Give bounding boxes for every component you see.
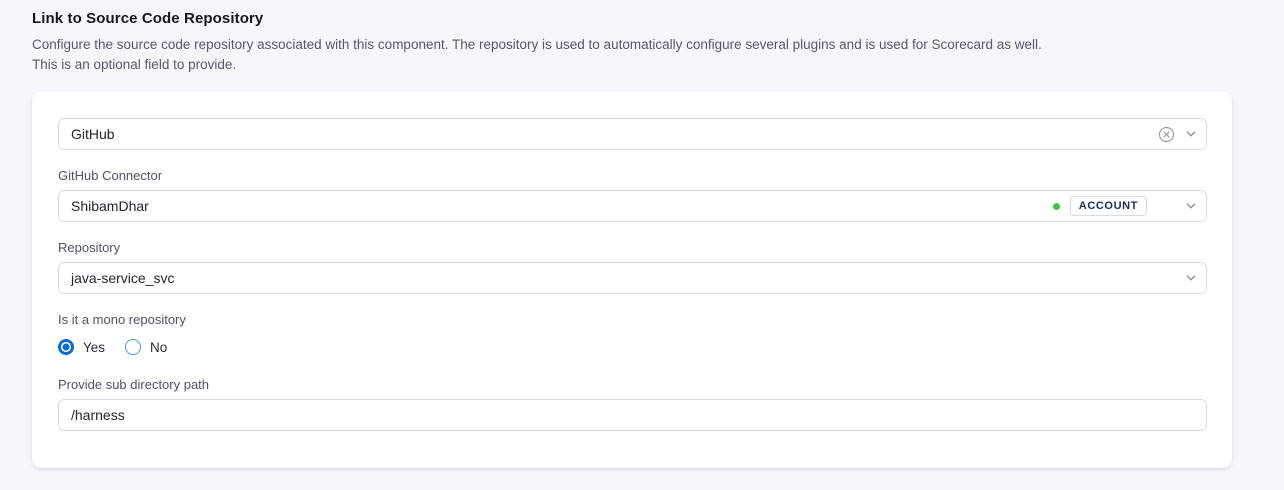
- repository-label: Repository: [58, 240, 121, 255]
- sub-directory-input[interactable]: [58, 399, 1207, 431]
- connector-adornments: ACCOUNT: [1052, 190, 1207, 222]
- page-title: Link to Source Code Repository: [32, 10, 264, 27]
- provider-select[interactable]: [58, 118, 1207, 150]
- page-description: Configure the source code repository ass…: [32, 35, 1252, 75]
- sub-directory-field[interactable]: [58, 399, 1207, 431]
- provider-select-adornments: [1158, 118, 1207, 150]
- mono-repo-radio-group: Yes No: [58, 339, 1206, 355]
- radio-yes-label: Yes: [83, 339, 106, 355]
- connector-input[interactable]: [58, 190, 1207, 222]
- radio-option-yes[interactable]: Yes: [58, 339, 105, 355]
- page-description-line1: Configure the source code repository ass…: [32, 37, 1042, 52]
- radio-unselected-icon[interactable]: [125, 339, 142, 355]
- repository-field[interactable]: [58, 262, 1207, 294]
- repository-input[interactable]: [58, 262, 1207, 294]
- mono-repo-label: Is it a mono repository: [58, 312, 186, 327]
- connector-label: GitHub Connector: [58, 168, 163, 183]
- page-description-line2: This is an optional field to provide.: [32, 57, 237, 72]
- radio-selected-icon[interactable]: [58, 339, 74, 355]
- radio-option-no[interactable]: No: [125, 339, 167, 355]
- connector-status-dot: [1052, 202, 1060, 210]
- clear-selection-icon[interactable]: [1158, 126, 1175, 143]
- provider-select-input[interactable]: [58, 118, 1207, 150]
- sub-directory-label: Provide sub directory path: [58, 377, 210, 392]
- radio-no-label: No: [150, 339, 168, 355]
- repository-adornments: [1185, 262, 1207, 294]
- connector-scope-badge: ACCOUNT: [1069, 196, 1147, 216]
- repository-form-card: GitHub Connector ACCOUNT Repository: [32, 91, 1232, 468]
- chevron-down-icon[interactable]: [1185, 128, 1197, 140]
- chevron-down-icon[interactable]: [1185, 200, 1197, 212]
- chevron-down-icon[interactable]: [1185, 272, 1197, 284]
- link-source-code-page: Link to Source Code Repository Configure…: [32, 10, 1252, 468]
- connector-field[interactable]: ACCOUNT: [58, 190, 1207, 222]
